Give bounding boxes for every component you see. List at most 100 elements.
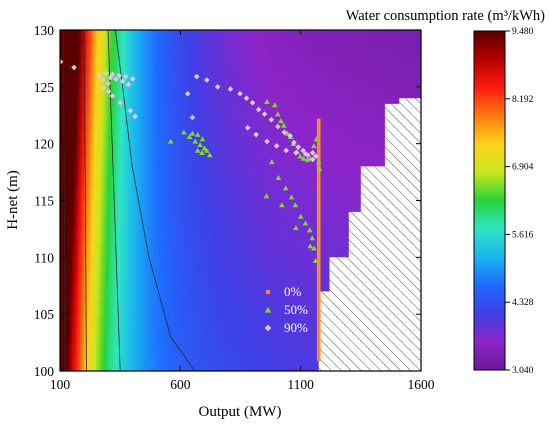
heatmap-cell [259,72,263,88]
heatmap-cell [74,172,78,187]
heatmap-cell [163,86,167,102]
heatmap-cell [319,115,323,131]
heatmap-cell [404,72,408,88]
heatmap-cell [254,44,258,60]
data-point [184,90,191,97]
heatmap-cell [137,243,141,258]
heatmap-cell [122,30,126,45]
heatmap-cell [189,172,193,187]
heatmap-cell [247,328,251,344]
heatmap-cell [363,143,367,159]
heatmap-cell [201,243,205,258]
heatmap-cell [199,157,203,173]
heatmap-cell [161,257,165,273]
heatmap-cell [173,257,177,273]
heatmap-cell [115,314,119,329]
heatmap-cell [324,172,328,187]
heatmap-cell [168,328,172,344]
data-point [315,159,322,165]
heatmap-cell [298,86,302,102]
heatmap-cell [259,328,263,344]
heatmap-cell [312,299,316,315]
heatmap-cell [375,143,379,159]
heatmap-cell [343,228,347,244]
heatmap-cell [303,285,307,301]
heatmap-cell [173,129,177,145]
heatmap-cell [298,285,302,301]
heatmap-cell [187,285,191,301]
heatmap-cell [201,299,205,315]
heatmap-cell [185,214,189,230]
heatmap-cell [327,115,331,131]
heatmap-cell [163,257,167,273]
heatmap-cell [149,200,153,216]
heatmap-cell [235,328,239,344]
heatmap-cell [76,186,80,202]
heatmap-cell [141,157,145,173]
heatmap-cell [214,101,218,116]
heatmap-cell [307,271,311,287]
heatmap-cell [69,271,73,287]
heatmap-cell [105,86,109,102]
heatmap-cell [259,299,263,315]
heatmap-cell [91,115,95,131]
heatmap-cell [327,143,331,159]
heatmap-cell [375,86,379,102]
heatmap-cell [139,356,143,371]
heatmap-cell [161,115,165,131]
heatmap-cell [343,129,347,145]
heatmap-cell [269,30,273,45]
heatmap-cell [175,72,179,88]
heatmap-cell [216,157,220,173]
heatmap-cell [86,228,90,244]
heatmap-cell [79,72,83,88]
heatmap-cell [334,44,338,60]
heatmap-cell [254,356,258,371]
heatmap-cell [286,228,290,244]
heatmap-cell [144,243,148,258]
heatmap-cell [132,30,136,45]
heatmap-cell [199,356,203,371]
heatmap-cell [69,58,73,74]
heatmap-cell [182,143,186,159]
heatmap-cell [151,44,155,60]
heatmap-cell [254,58,258,74]
heatmap-cell [139,314,143,329]
heatmap-cell [88,30,92,45]
heatmap-cell [62,328,66,344]
heatmap-cell [110,115,114,131]
heatmap-cell [365,72,369,88]
heatmap-cell [149,243,153,258]
heatmap-cell [100,172,104,187]
heatmap-cell [141,101,145,116]
heatmap-cell [81,214,85,230]
heatmap-cell [72,86,76,102]
heatmap-cell [310,271,314,287]
heatmap-cell [276,157,280,173]
heatmap-cell [81,129,85,145]
heatmap-cell [218,157,222,173]
heatmap-cell [158,228,162,244]
heatmap-cell [168,228,172,244]
heatmap-cell [137,228,141,244]
heatmap-cell [201,228,205,244]
heatmap-cell [158,58,162,74]
heatmap-cell [158,214,162,230]
heatmap-cell [199,328,203,344]
heatmap-cell [240,257,244,273]
heatmap-cell [283,186,287,202]
data-point [269,159,275,165]
heatmap-cell [76,172,80,187]
heatmap-cell [69,328,73,344]
heatmap-cell [93,58,97,74]
heatmap-cell [137,299,141,315]
heatmap-cell [298,186,302,202]
heatmap-cell [288,243,292,258]
heatmap-cell [182,356,186,371]
heatmap-cell [168,172,172,187]
heatmap-cell [341,30,345,45]
heatmap-cell [295,86,299,102]
heatmap-cell [281,172,285,187]
heatmap-cell [266,129,270,145]
heatmap-cell [122,186,126,202]
